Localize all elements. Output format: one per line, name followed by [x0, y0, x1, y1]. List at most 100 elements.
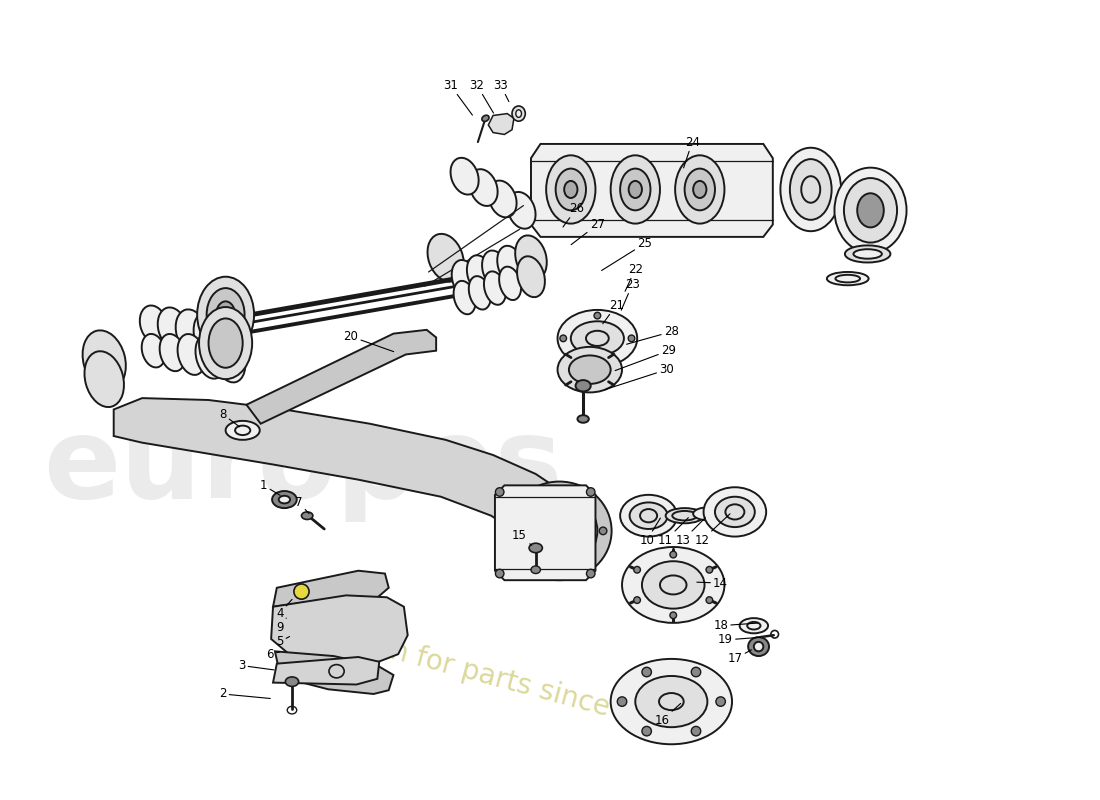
Text: 11: 11 — [658, 518, 689, 547]
Circle shape — [512, 527, 519, 534]
Circle shape — [716, 697, 725, 706]
Text: 16: 16 — [654, 703, 681, 727]
Ellipse shape — [569, 355, 611, 384]
Text: 28: 28 — [627, 326, 679, 344]
Circle shape — [560, 335, 566, 342]
Circle shape — [706, 597, 713, 603]
Ellipse shape — [82, 330, 125, 390]
Ellipse shape — [629, 502, 668, 529]
Text: 3: 3 — [238, 659, 274, 672]
Ellipse shape — [285, 677, 298, 686]
Polygon shape — [495, 486, 595, 580]
Text: 2: 2 — [219, 687, 271, 701]
Ellipse shape — [558, 347, 622, 393]
Ellipse shape — [556, 169, 586, 210]
Circle shape — [586, 488, 595, 496]
Ellipse shape — [157, 307, 187, 349]
Ellipse shape — [754, 642, 763, 651]
Ellipse shape — [827, 272, 869, 286]
Ellipse shape — [484, 271, 506, 305]
Ellipse shape — [521, 495, 597, 567]
Circle shape — [578, 563, 585, 571]
Ellipse shape — [693, 181, 706, 198]
Ellipse shape — [578, 415, 588, 422]
Text: 22: 22 — [625, 262, 642, 291]
Polygon shape — [273, 657, 380, 685]
Text: 13: 13 — [675, 518, 705, 547]
Text: 14: 14 — [697, 577, 728, 590]
Ellipse shape — [278, 609, 294, 624]
Ellipse shape — [517, 256, 544, 297]
Ellipse shape — [854, 250, 882, 258]
Circle shape — [495, 570, 504, 578]
Circle shape — [642, 667, 651, 677]
Text: 7: 7 — [295, 496, 309, 514]
Ellipse shape — [283, 613, 290, 620]
Ellipse shape — [790, 159, 832, 220]
Text: 26: 26 — [563, 202, 584, 227]
Text: 25: 25 — [602, 237, 652, 270]
Ellipse shape — [666, 508, 704, 523]
Text: 6: 6 — [266, 648, 279, 661]
Ellipse shape — [482, 115, 490, 122]
Text: 4: 4 — [276, 599, 293, 620]
Circle shape — [670, 612, 676, 618]
Polygon shape — [271, 595, 408, 664]
Text: 1: 1 — [260, 479, 280, 495]
Ellipse shape — [564, 181, 578, 198]
Ellipse shape — [529, 543, 542, 553]
Circle shape — [617, 697, 627, 706]
Ellipse shape — [194, 311, 228, 360]
Circle shape — [586, 570, 595, 578]
Text: 33: 33 — [493, 78, 509, 102]
Circle shape — [534, 563, 541, 571]
Ellipse shape — [142, 334, 165, 367]
Circle shape — [594, 358, 601, 365]
Ellipse shape — [857, 194, 883, 227]
Ellipse shape — [216, 302, 235, 328]
Ellipse shape — [207, 288, 244, 342]
Text: europes: europes — [44, 411, 563, 522]
Text: 21: 21 — [603, 298, 624, 324]
Ellipse shape — [715, 497, 755, 527]
Text: 10: 10 — [639, 518, 660, 547]
Ellipse shape — [470, 169, 497, 206]
Polygon shape — [273, 570, 388, 606]
Polygon shape — [531, 144, 773, 237]
Ellipse shape — [610, 659, 732, 744]
Circle shape — [594, 312, 601, 319]
Ellipse shape — [845, 246, 890, 262]
Ellipse shape — [748, 637, 769, 656]
Ellipse shape — [571, 322, 624, 355]
Ellipse shape — [547, 155, 595, 224]
Text: 30: 30 — [605, 363, 674, 390]
Ellipse shape — [176, 310, 207, 354]
Polygon shape — [488, 114, 514, 134]
Text: 24: 24 — [683, 135, 700, 168]
Ellipse shape — [451, 158, 478, 194]
Polygon shape — [113, 398, 586, 563]
Ellipse shape — [558, 310, 637, 367]
Ellipse shape — [199, 307, 252, 379]
Ellipse shape — [213, 334, 245, 382]
Ellipse shape — [499, 266, 521, 300]
Text: 15: 15 — [513, 529, 531, 546]
Text: 8: 8 — [219, 408, 240, 426]
Circle shape — [634, 597, 640, 603]
Circle shape — [706, 566, 713, 573]
Circle shape — [634, 566, 640, 573]
Ellipse shape — [620, 495, 676, 537]
Ellipse shape — [693, 507, 725, 521]
Text: 29: 29 — [615, 344, 676, 370]
Ellipse shape — [453, 281, 475, 314]
Text: 18: 18 — [713, 619, 758, 632]
Ellipse shape — [844, 178, 898, 242]
Circle shape — [691, 667, 701, 677]
Ellipse shape — [636, 676, 707, 727]
Ellipse shape — [428, 234, 464, 282]
Text: 23: 23 — [621, 278, 640, 310]
Circle shape — [495, 488, 504, 496]
Circle shape — [642, 726, 651, 736]
Polygon shape — [275, 651, 394, 694]
Circle shape — [670, 551, 676, 558]
